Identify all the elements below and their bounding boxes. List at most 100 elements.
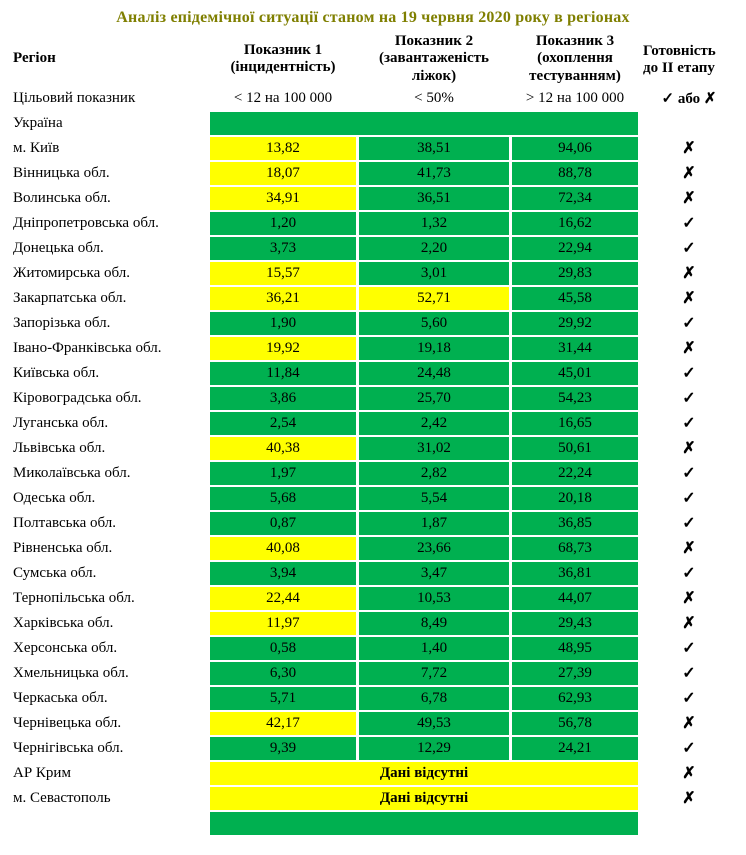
table-row: Житомирська обл. 15,57 3,01 29,83 ✗ [7, 261, 737, 285]
readiness-cell: ✓ [641, 312, 737, 335]
table-row: Україна [7, 111, 737, 135]
indicator2-cell: 36,51 [359, 186, 509, 210]
indicator2-cell: 41,73 [359, 161, 509, 185]
table-row: Чернівецька обл. 42,17 49,53 56,78 ✗ [7, 711, 737, 735]
indicator3-cell: 16,62 [512, 211, 638, 235]
readiness-cell: ✗ [641, 162, 737, 185]
region-name: Закарпатська обл. [13, 289, 127, 306]
target-readiness: ✓ або ✗ [661, 90, 717, 107]
indicator2-cell: 19,18 [359, 336, 509, 360]
table-row: Вінницька обл. 18,07 41,73 88,78 ✗ [7, 161, 737, 185]
table-row: Рівненська обл. 40,08 23,66 68,73 ✗ [7, 536, 737, 560]
table-row: Кіровоградська обл. 3,86 25,70 54,23 ✓ [7, 386, 737, 410]
indicator1-cell: 2,54 [210, 411, 356, 435]
readiness-cell: ✓ [641, 387, 737, 410]
check-icon: ✓ [682, 315, 696, 333]
region-name: Донецька обл. [13, 239, 104, 256]
table-row: м. Севастополь Дані відсутні ✗ [7, 786, 737, 810]
region-name: Житомирська обл. [13, 264, 131, 281]
region-name: АР Крим [13, 764, 71, 781]
indicator2-cell: 3,01 [359, 261, 509, 285]
column-header-readiness: Готовність до II етапу [643, 43, 716, 77]
indicator1-cell: 40,38 [210, 436, 356, 460]
cross-icon: ✗ [682, 790, 696, 808]
indicator3-cell: 54,23 [512, 386, 638, 410]
region-name: Чернігівська обл. [13, 739, 124, 756]
table-row: Херсонська обл. 0,58 1,40 48,95 ✓ [7, 636, 737, 660]
indicator1-cell: 3,86 [210, 386, 356, 410]
indicator1-cell: 1,20 [210, 211, 356, 235]
indicator3-cell: 36,85 [512, 511, 638, 535]
indicator1-cell: 5,68 [210, 486, 356, 510]
check-icon: ✓ [682, 365, 696, 383]
check-icon: ✓ [682, 515, 696, 533]
indicator2-cell: 2,42 [359, 411, 509, 435]
indicator2-cell: 25,70 [359, 386, 509, 410]
indicator1-cell: 42,17 [210, 711, 356, 735]
readiness-cell: ✗ [641, 437, 737, 460]
indicator3-cell: 16,65 [512, 411, 638, 435]
indicator3-cell: 50,61 [512, 436, 638, 460]
indicator2-cell: 23,66 [359, 536, 509, 560]
indicator2-cell: 7,72 [359, 661, 509, 685]
indicator3-cell: 29,43 [512, 611, 638, 635]
indicator1-cell: 19,92 [210, 336, 356, 360]
readiness-cell: ✗ [641, 262, 737, 285]
table-header: Регіон Показник 1 (інцидентність) Показн… [7, 33, 737, 110]
region-name: Запорізька обл. [13, 314, 111, 331]
table-row: Донецька обл. 3,73 2,20 22,94 ✓ [7, 236, 737, 260]
readiness-cell: ✓ [641, 362, 737, 385]
readiness-cell: ✓ [641, 487, 737, 510]
indicator2-cell: 5,54 [359, 486, 509, 510]
page-title: Аналіз епідемічної ситуації станом на 19… [116, 9, 630, 26]
target-row: Цільовий показник < 12 на 100 000 < 50% … [7, 87, 737, 110]
table-row: Дніпропетровська обл. 1,20 1,32 16,62 ✓ [7, 211, 737, 235]
table-row [7, 811, 737, 835]
target-indicator1: < 12 на 100 000 [233, 89, 333, 106]
indicator1-cell: 11,97 [210, 611, 356, 635]
check-icon: ✓ [682, 665, 696, 683]
indicator1-cell: 5,71 [210, 686, 356, 710]
span-value-cell: Дані відсутні [210, 761, 638, 785]
readiness-cell: ✓ [641, 412, 737, 435]
table-row: Миколаївська обл. 1,97 2,82 22,24 ✓ [7, 461, 737, 485]
readiness-cell [641, 112, 737, 135]
check-icon: ✓ [682, 215, 696, 233]
check-icon: ✓ [682, 565, 696, 583]
indicator3-cell: 36,81 [512, 561, 638, 585]
check-icon: ✓ [682, 415, 696, 433]
readiness-cell: ✓ [641, 462, 737, 485]
cross-icon: ✗ [682, 765, 696, 783]
region-name: Івано-Франківська обл. [13, 339, 162, 356]
check-icon: ✓ [682, 390, 696, 408]
indicator1-cell: 0,58 [210, 636, 356, 660]
region-name: Полтавська обл. [13, 514, 116, 531]
region-name: Волинська обл. [13, 189, 111, 206]
region-name: Україна [13, 114, 63, 131]
indicator3-cell: 45,01 [512, 361, 638, 385]
indicator1-cell: 1,97 [210, 461, 356, 485]
table-row: Чернігівська обл. 9,39 12,29 24,21 ✓ [7, 736, 737, 760]
indicator2-cell: 5,60 [359, 311, 509, 335]
readiness-cell: ✗ [641, 762, 737, 785]
indicator3-cell: 48,95 [512, 636, 638, 660]
indicator1-cell: 11,84 [210, 361, 356, 385]
table-row: Харківська обл. 11,97 8,49 29,43 ✗ [7, 611, 737, 635]
check-icon: ✓ [682, 640, 696, 658]
indicator1-cell: 18,07 [210, 161, 356, 185]
cross-icon: ✗ [682, 190, 696, 208]
region-name [7, 812, 207, 835]
indicator3-cell: 62,93 [512, 686, 638, 710]
indicator1-cell: 3,94 [210, 561, 356, 585]
indicator2-cell: 49,53 [359, 711, 509, 735]
readiness-cell: ✓ [641, 662, 737, 685]
table-row: Львівська обл. 40,38 31,02 50,61 ✗ [7, 436, 737, 460]
table-row: Тернопільська обл. 22,44 10,53 44,07 ✗ [7, 586, 737, 610]
readiness-cell: ✗ [641, 787, 737, 810]
table-row: АР Крим Дані відсутні ✗ [7, 761, 737, 785]
indicator3-cell: 29,92 [512, 311, 638, 335]
readiness-cell: ✗ [641, 137, 737, 160]
check-icon: ✓ [682, 740, 696, 758]
indicator2-cell: 31,02 [359, 436, 509, 460]
table-row: Волинська обл. 34,91 36,51 72,34 ✗ [7, 186, 737, 210]
